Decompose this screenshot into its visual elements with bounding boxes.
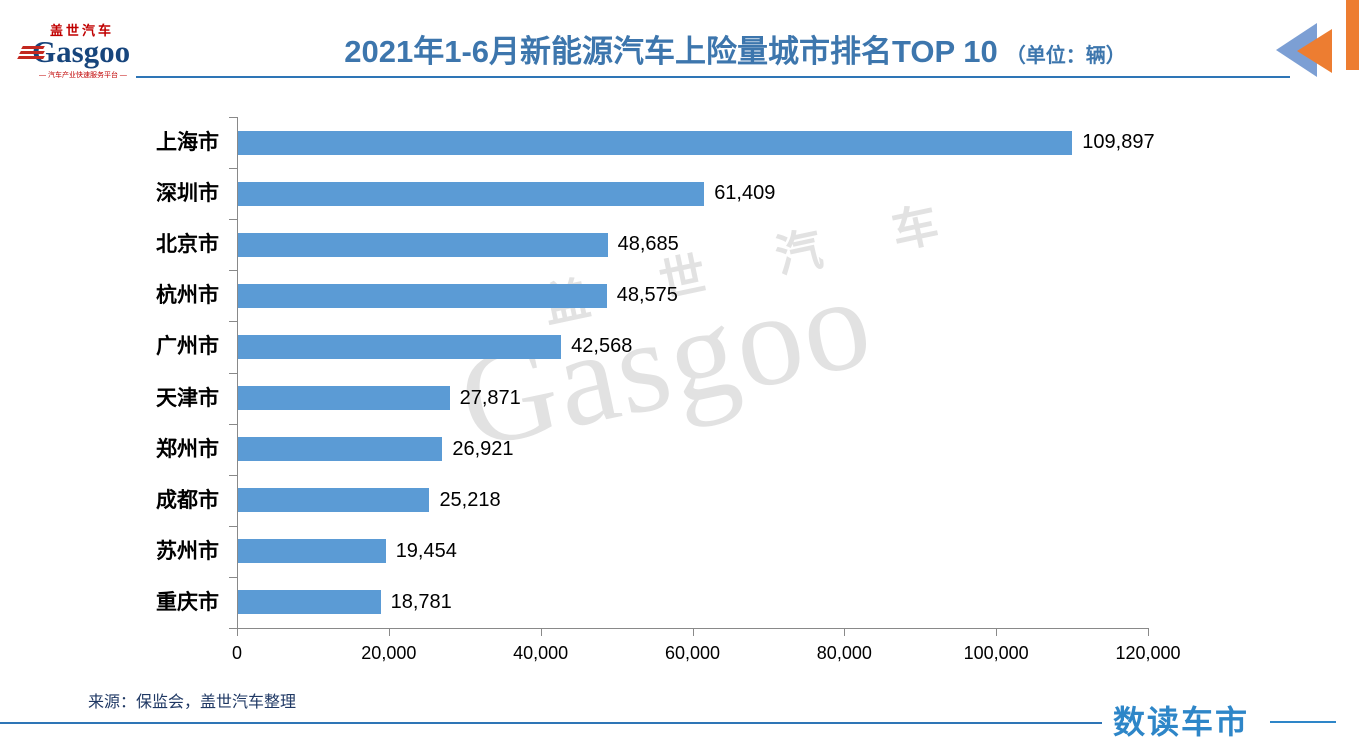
value-label: 26,921 bbox=[452, 437, 514, 460]
x-axis-tick-label: 100,000 bbox=[963, 643, 1029, 663]
category-label: 上海市 bbox=[156, 131, 219, 154]
bar bbox=[238, 488, 430, 513]
orange-triangle-icon bbox=[1297, 29, 1332, 73]
y-axis-tick bbox=[229, 628, 238, 629]
x-axis-tick bbox=[996, 628, 998, 636]
category-label: 成都市 bbox=[156, 488, 219, 512]
x-axis-tick bbox=[844, 628, 846, 636]
y-axis-tick bbox=[229, 372, 238, 374]
chart-title: 2021年1-6月新能源汽车上险量城市排名TOP 10 bbox=[344, 34, 998, 69]
bar bbox=[238, 283, 607, 308]
footer-divider bbox=[0, 722, 1102, 724]
value-label: 61,409 bbox=[714, 182, 776, 205]
category-label: 苏州市 bbox=[156, 539, 219, 563]
brand-divider bbox=[1270, 721, 1336, 723]
header-divider bbox=[136, 76, 1290, 78]
x-axis-tick bbox=[1148, 628, 1149, 636]
category-label: 北京市 bbox=[156, 233, 219, 257]
y-axis-tick bbox=[229, 219, 238, 221]
gasgoo-logo: 盖世汽车 Gasgoo — 汽车产业快速服务平台 — bbox=[17, 23, 148, 80]
gasgoo-logo-wordmark: Gasgoo bbox=[17, 34, 148, 69]
bar bbox=[238, 232, 608, 257]
value-label: 48,685 bbox=[617, 233, 679, 256]
value-label: 18,781 bbox=[390, 590, 452, 613]
x-axis-tick-label: 80,000 bbox=[816, 643, 872, 663]
value-label: 109,897 bbox=[1082, 131, 1155, 153]
value-label: 48,575 bbox=[616, 284, 678, 307]
y-axis-tick bbox=[229, 117, 238, 118]
gasgoo-logo-chinese: 盖世汽车 bbox=[50, 23, 115, 38]
gasgoo-logo-tagline: — 汽车产业快速服务平台 — bbox=[39, 72, 127, 79]
bar bbox=[238, 130, 1073, 155]
category-label: 杭州市 bbox=[156, 284, 219, 308]
source-note: 来源：保监会，盖世汽车整理 bbox=[88, 694, 297, 711]
y-axis-tick bbox=[229, 576, 238, 578]
category-label: 深圳市 bbox=[156, 182, 219, 206]
brand-logo: 数读车市 bbox=[1113, 704, 1250, 740]
bar bbox=[238, 590, 381, 615]
bar bbox=[238, 539, 386, 564]
x-axis-tick bbox=[237, 628, 238, 636]
category-label: 广州市 bbox=[156, 335, 219, 359]
bar bbox=[238, 181, 705, 206]
chart-unit-label: （单位：辆） bbox=[1005, 45, 1126, 67]
category-label: 天津市 bbox=[156, 386, 219, 410]
bar bbox=[238, 437, 443, 462]
value-label: 27,871 bbox=[459, 386, 521, 409]
y-axis-tick bbox=[229, 525, 238, 527]
category-label: 重庆市 bbox=[156, 590, 219, 614]
corner-orange-strip bbox=[1346, 0, 1359, 70]
y-axis-tick bbox=[229, 423, 238, 425]
y-axis-tick bbox=[229, 474, 238, 476]
y-axis-tick bbox=[229, 270, 238, 272]
x-axis-tick bbox=[692, 628, 694, 636]
y-axis-tick bbox=[229, 321, 238, 323]
page-title: 2021年1-6月新能源汽车上险量城市排名TOP 10 （单位：辆） bbox=[190, 26, 1280, 71]
x-axis-tick-label: 60,000 bbox=[664, 643, 721, 663]
x-axis-tick bbox=[388, 628, 390, 636]
x-axis-tick-label: 120,000 bbox=[1115, 643, 1181, 663]
value-label: 25,218 bbox=[439, 488, 501, 511]
bar bbox=[238, 386, 450, 411]
x-axis-tick bbox=[540, 628, 542, 636]
x-axis-tick-label: 40,000 bbox=[513, 643, 569, 663]
y-axis-tick bbox=[229, 168, 238, 170]
value-label: 42,568 bbox=[571, 335, 633, 358]
value-label: 19,454 bbox=[395, 539, 457, 562]
x-axis-tick-label: 20,000 bbox=[361, 643, 417, 663]
bar bbox=[238, 334, 562, 359]
category-label: 郑州市 bbox=[156, 437, 219, 461]
gasgoo-logo-text: Gasgoo bbox=[32, 34, 131, 69]
x-axis-tick-label: 0 bbox=[231, 643, 242, 663]
